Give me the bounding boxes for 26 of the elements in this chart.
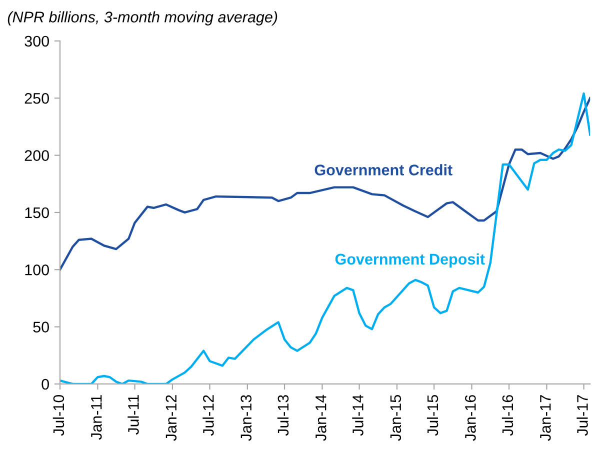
x-tick-label: Jul-14 — [352, 394, 364, 436]
y-tick-label: 150 — [25, 207, 49, 218]
x-tick-label: Jan-16 — [465, 395, 476, 441]
x-tick-label: Jul-13 — [277, 395, 289, 436]
x-tick-label: Jan-14 — [316, 394, 326, 441]
x-tick-label: Jan-15 — [390, 395, 402, 441]
y-tick-label: 250 — [24, 92, 49, 104]
x-tick-label: Jan-12 — [166, 395, 177, 441]
x-tick-label: Jan-11 — [91, 395, 102, 440]
x-tick-label: Jul-15 — [426, 395, 438, 436]
y-tick-label: 50 — [33, 322, 49, 332]
x-tick-label: Jul-11 — [128, 395, 139, 435]
x-tick-label: Jan-17 — [540, 395, 551, 441]
y-tick-label: 0 — [42, 378, 49, 390]
series-label: Government Credit — [314, 164, 452, 176]
x-tick-label: Jul-17 — [576, 395, 588, 436]
y-tick-label: 100 — [25, 264, 49, 276]
x-tick-label: Jul-10 — [52, 394, 64, 436]
y-tick-label: 300 — [24, 36, 49, 47]
x-tick-label: Jan-13 — [240, 395, 252, 441]
x-tick-label: Jul-12 — [202, 395, 214, 436]
x-tick-label: Jul-16 — [502, 395, 514, 436]
line-series — [60, 97, 590, 271]
y-tick-label: 200 — [24, 150, 49, 161]
series-label: Government Deposit — [335, 253, 485, 268]
chart-title: (NPR billions, 3-month moving average) — [8, 11, 278, 26]
